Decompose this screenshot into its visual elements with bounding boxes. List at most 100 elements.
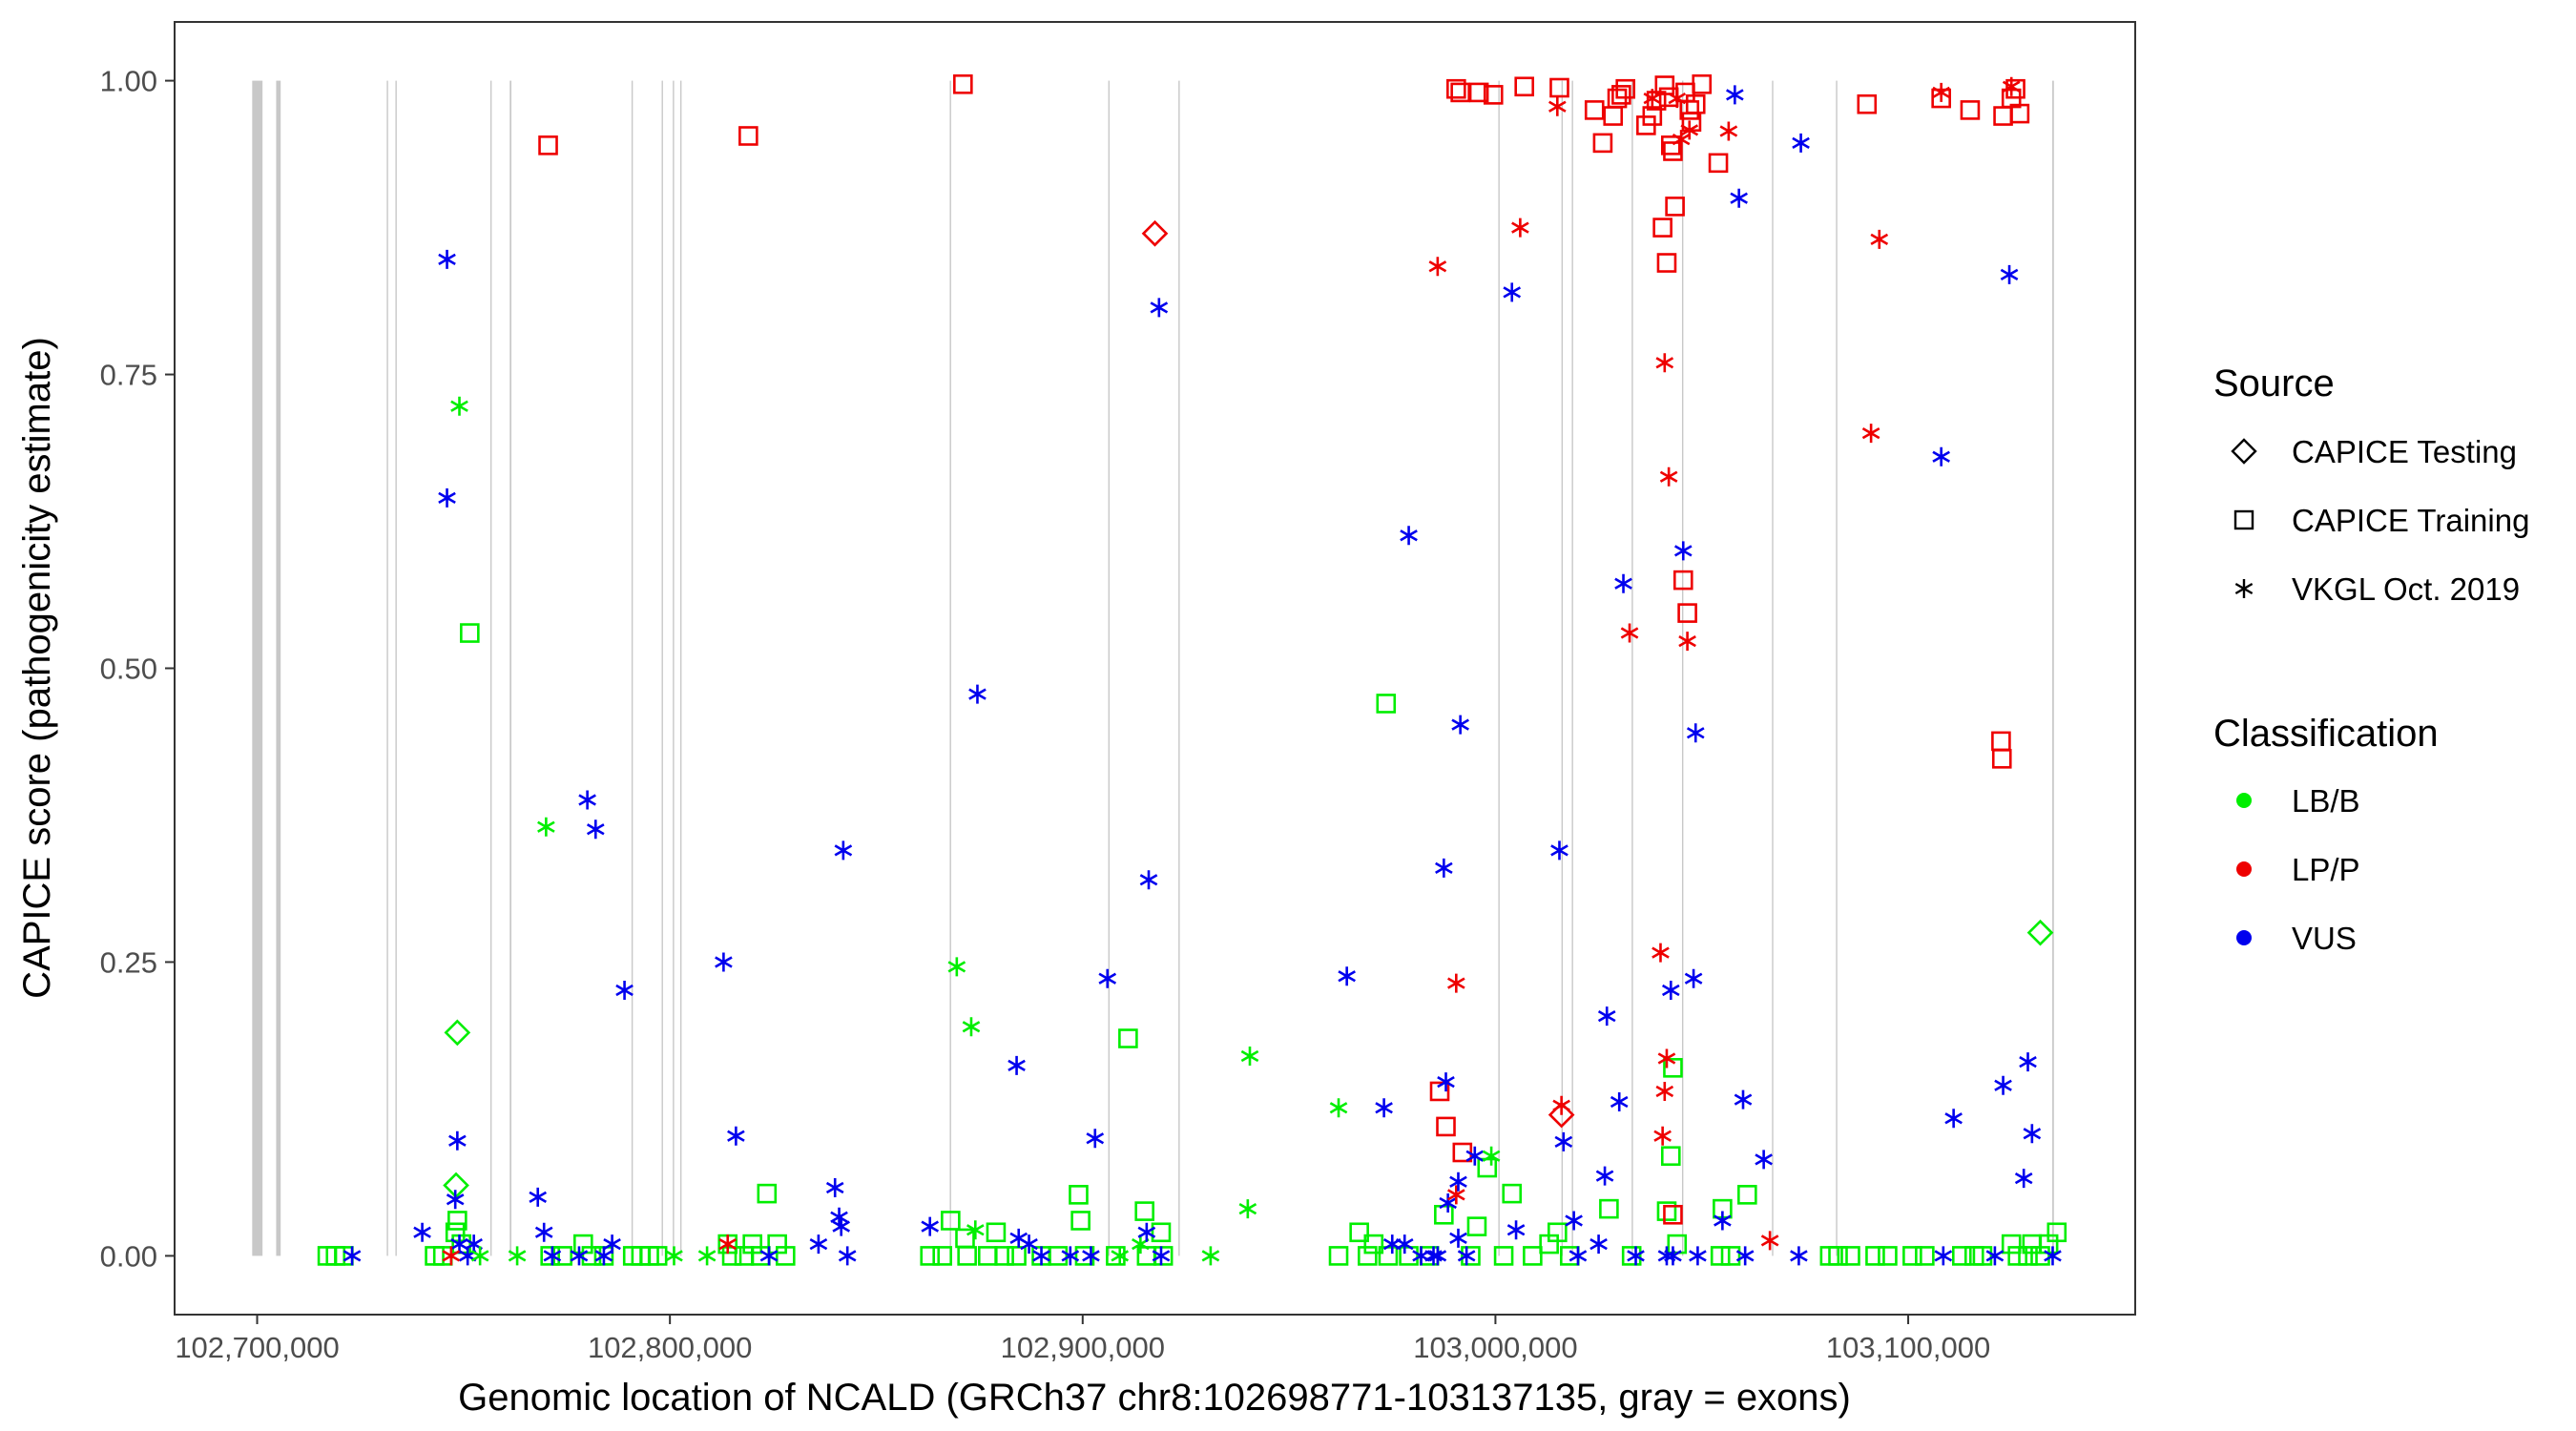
y-tick-label-2: 0.25 bbox=[100, 945, 157, 979]
point-vkgl-oct-2019-117 bbox=[1734, 1089, 1753, 1110]
point-vkgl-oct-2019-46 bbox=[1082, 1246, 1100, 1266]
point-vkgl-oct-2019-98 bbox=[1657, 1048, 1676, 1068]
point-capice-training-41 bbox=[1069, 1185, 1089, 1205]
point-capice-training-119 bbox=[1915, 1246, 1935, 1266]
point-capice-training-36 bbox=[986, 1222, 1007, 1243]
point-vkgl-oct-2019-4 bbox=[438, 487, 456, 508]
point-vkgl-oct-2019-91 bbox=[1610, 1092, 1629, 1112]
point-capice-training-75 bbox=[1548, 1222, 1568, 1243]
point-capice-training-97 bbox=[1656, 1201, 1677, 1221]
point-vkgl-oct-2019-65 bbox=[1424, 1246, 1443, 1266]
point-vkgl-oct-2019-32 bbox=[830, 1207, 848, 1227]
point-vkgl-oct-2019-71 bbox=[1447, 973, 1465, 993]
point-vkgl-oct-2019-58 bbox=[1329, 1098, 1348, 1118]
x-tick-label-4: 103,000,000 bbox=[1413, 1331, 1577, 1364]
point-capice-training-101 bbox=[1677, 603, 1697, 623]
point-vkgl-oct-2019-86 bbox=[1565, 1211, 1583, 1231]
point-vkgl-oct-2019-136 bbox=[2044, 1246, 2062, 1266]
exon-band-1 bbox=[252, 80, 263, 1256]
point-vkgl-oct-2019-133 bbox=[2014, 1169, 2033, 1189]
point-vkgl-oct-2019-120 bbox=[1760, 1231, 1779, 1251]
point-vkgl-oct-2019-127 bbox=[1934, 1246, 1953, 1266]
point-vkgl-oct-2019-69 bbox=[1437, 1072, 1455, 1092]
point-vkgl-oct-2019-102 bbox=[1659, 467, 1678, 487]
point-capice-training-19 bbox=[647, 1246, 668, 1266]
point-vkgl-oct-2019-113 bbox=[1714, 1211, 1732, 1231]
point-capice-training-96 bbox=[1660, 1146, 1681, 1167]
exon-band-19 bbox=[1772, 80, 1774, 1256]
point-vkgl-oct-2019-68 bbox=[1435, 858, 1453, 878]
point-vkgl-oct-2019-87 bbox=[1568, 1246, 1588, 1266]
exon-band-13 bbox=[1178, 80, 1180, 1256]
exon-band-6 bbox=[509, 80, 512, 1256]
point-capice-training-74 bbox=[1549, 77, 1569, 98]
exon-band-2 bbox=[276, 80, 281, 1256]
point-capice-training-124 bbox=[1972, 1246, 1993, 1266]
point-capice-training-52 bbox=[1358, 1246, 1378, 1266]
point-vkgl-oct-2019-74 bbox=[1451, 715, 1469, 735]
point-vkgl-oct-2019-92 bbox=[1614, 573, 1632, 593]
point-capice-training-94 bbox=[1665, 197, 1685, 217]
x-tick-label-1: 102,700,000 bbox=[175, 1331, 339, 1364]
point-vkgl-oct-2019-59 bbox=[1338, 966, 1356, 986]
exon-band-14 bbox=[1498, 80, 1500, 1256]
point-vkgl-oct-2019-11 bbox=[470, 1246, 489, 1266]
point-vkgl-oct-2019-39 bbox=[966, 1220, 985, 1240]
point-capice-training-135 bbox=[2046, 1222, 2067, 1243]
point-vkgl-oct-2019-36 bbox=[921, 1216, 940, 1236]
point-vkgl-oct-2019-85 bbox=[1554, 1131, 1573, 1151]
point-capice-training-30 bbox=[932, 1246, 952, 1266]
legend: Source CAPICE Testing CAPICE Training VK… bbox=[2213, 363, 2529, 956]
point-vkgl-oct-2019-83 bbox=[1550, 840, 1568, 861]
point-vkgl-oct-2019-34 bbox=[834, 840, 853, 861]
exon-band-20 bbox=[1836, 80, 1838, 1256]
point-capice-training-64 bbox=[1461, 1246, 1481, 1266]
legend-key-asterisk-icon bbox=[2234, 579, 2254, 598]
point-capice-training-111 bbox=[1737, 1185, 1757, 1205]
point-vkgl-oct-2019-115 bbox=[1726, 85, 1744, 105]
point-vkgl-oct-2019-62 bbox=[1395, 1234, 1414, 1255]
point-vkgl-oct-2019-3 bbox=[438, 249, 456, 269]
point-vkgl-oct-2019-135 bbox=[2023, 1124, 2042, 1144]
point-capice-training-95 bbox=[1663, 1058, 1683, 1078]
point-vkgl-oct-2019-2 bbox=[413, 1222, 431, 1242]
exon-band-8 bbox=[661, 80, 663, 1256]
point-vkgl-oct-2019-38 bbox=[962, 1017, 981, 1037]
point-capice-training-114 bbox=[1840, 1246, 1860, 1266]
point-capice-training-42 bbox=[1070, 1211, 1091, 1231]
x-tick-label-3: 102,900,000 bbox=[1001, 1331, 1165, 1364]
point-vkgl-oct-2019-41 bbox=[1008, 1055, 1026, 1075]
point-vkgl-oct-2019-72 bbox=[1447, 1185, 1465, 1205]
point-vkgl-oct-2019-79 bbox=[1503, 282, 1522, 302]
point-vkgl-oct-2019-97 bbox=[1655, 353, 1674, 373]
point-vkgl-oct-2019-131 bbox=[2000, 264, 2019, 284]
point-vkgl-oct-2019-110 bbox=[1684, 968, 1703, 988]
point-capice-training-28 bbox=[775, 1246, 796, 1266]
point-vkgl-oct-2019-104 bbox=[1664, 1246, 1682, 1266]
point-vkgl-oct-2019-125 bbox=[1932, 82, 1950, 102]
point-vkgl-oct-2019-7 bbox=[446, 1190, 465, 1210]
point-capice-training-122 bbox=[1960, 100, 1981, 120]
legend-key-lp-p-dot-icon bbox=[2236, 861, 2252, 877]
point-capice-training-44 bbox=[1106, 1246, 1126, 1266]
point-vkgl-oct-2019-89 bbox=[1597, 1006, 1616, 1027]
legend-class-label-lbb: LB/B bbox=[2292, 783, 2360, 819]
point-vkgl-oct-2019-80 bbox=[1511, 218, 1529, 238]
exon-band-16 bbox=[1571, 80, 1573, 1256]
point-capice-training-79 bbox=[1599, 1198, 1619, 1219]
y-tick-label-3: 0.50 bbox=[100, 653, 157, 686]
y-tick-label-1: 0.00 bbox=[100, 1239, 157, 1273]
point-vkgl-oct-2019-51 bbox=[1137, 1222, 1156, 1242]
point-capice-training-23 bbox=[738, 126, 758, 146]
exon-band-5 bbox=[489, 80, 492, 1256]
legend-class-keys bbox=[2236, 793, 2252, 945]
point-capice-training-71 bbox=[1514, 76, 1535, 97]
point-capice-training-70 bbox=[1502, 1183, 1523, 1204]
point-vkgl-oct-2019-130 bbox=[1994, 1075, 2012, 1095]
exon-band-12 bbox=[1108, 80, 1111, 1256]
point-capice-training-82 bbox=[1611, 85, 1631, 105]
legend-source-keys bbox=[2231, 438, 2257, 598]
point-vkgl-oct-2019-17 bbox=[543, 1246, 562, 1266]
point-capice-training-58 bbox=[1429, 1081, 1450, 1102]
point-vkgl-oct-2019-94 bbox=[1627, 1246, 1645, 1266]
